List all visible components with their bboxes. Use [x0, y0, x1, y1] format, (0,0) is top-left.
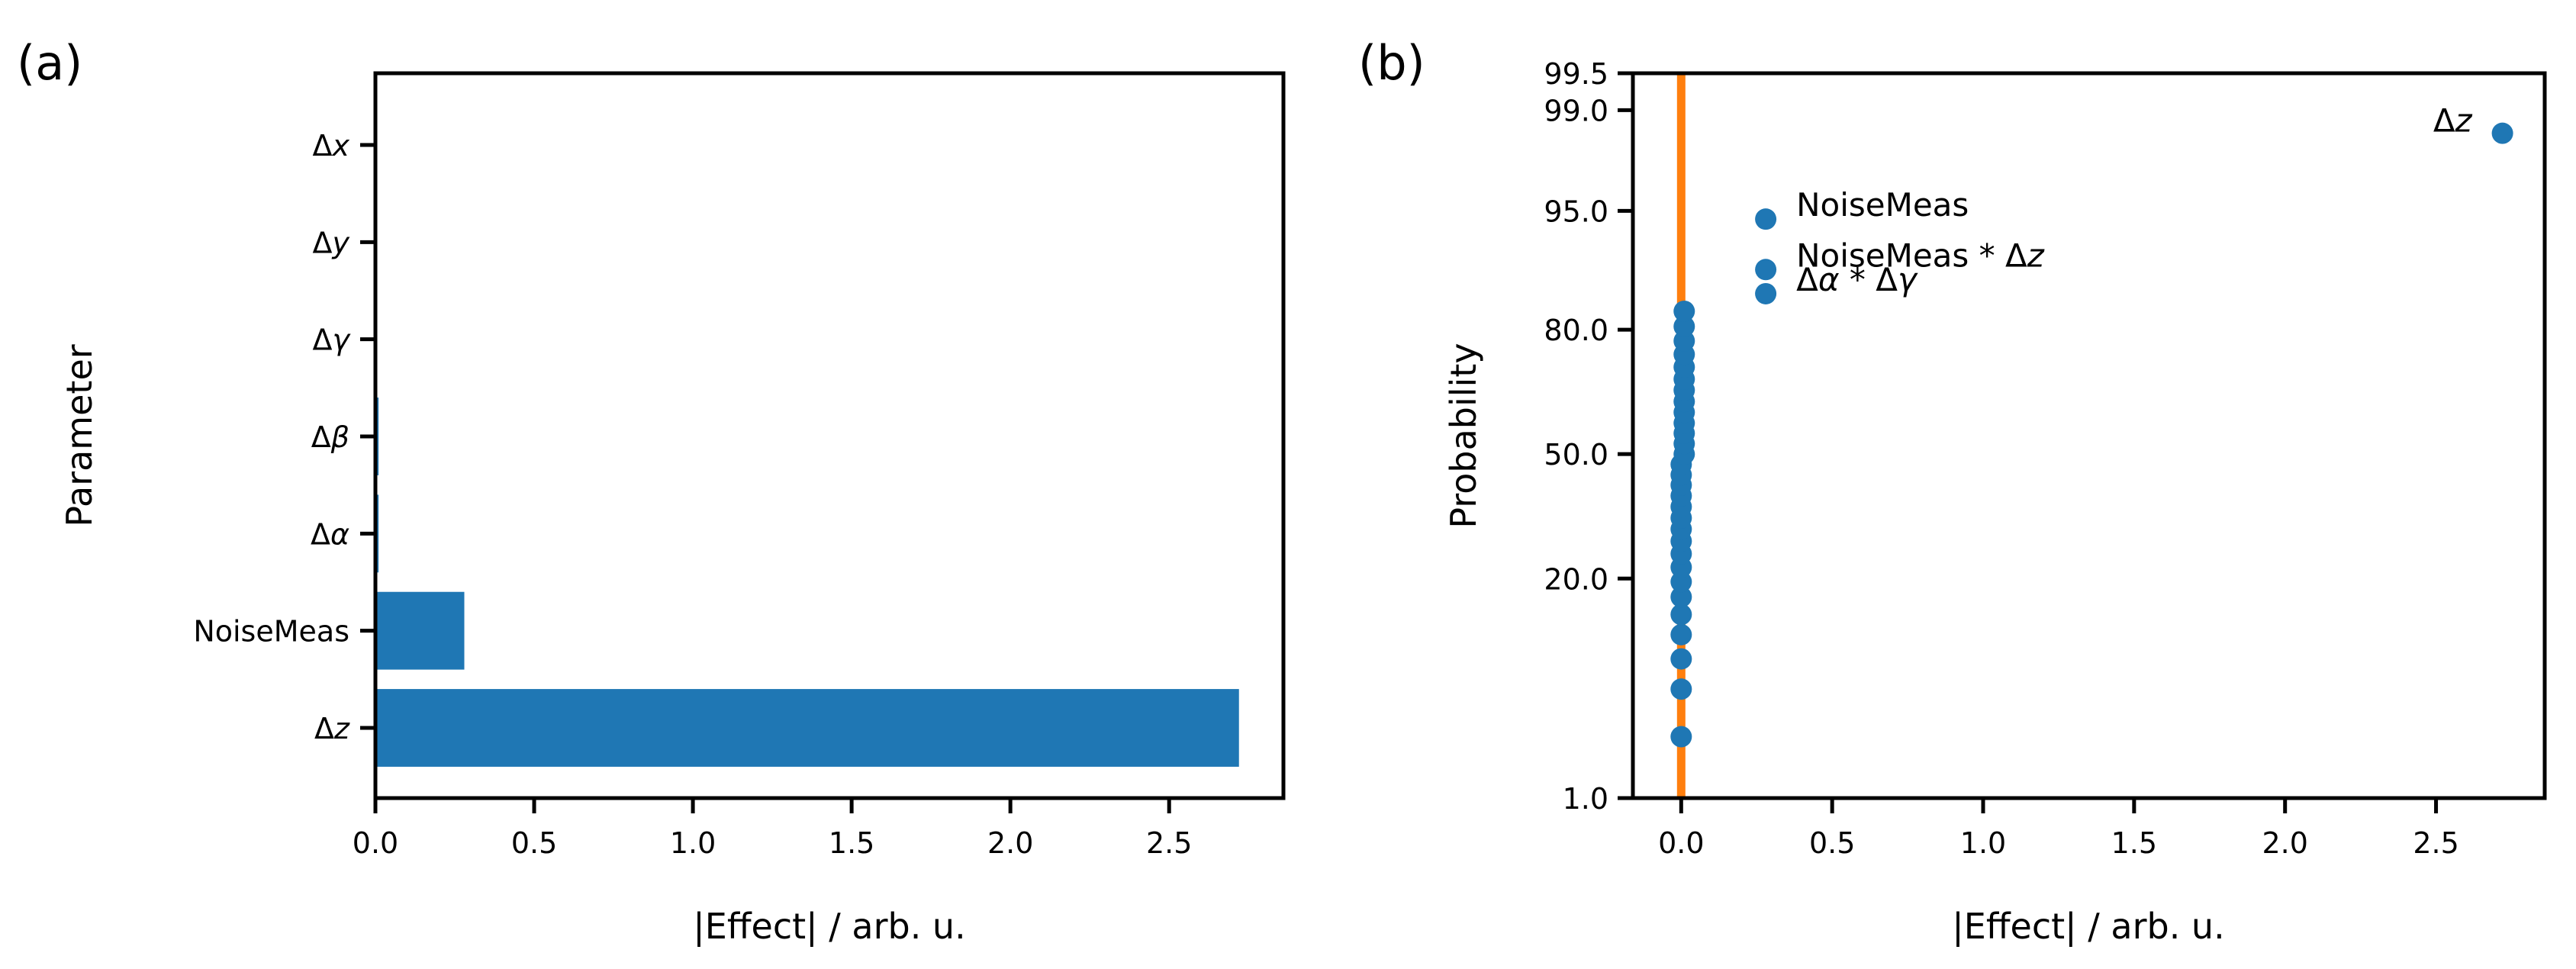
y-tick-label: 50.0 [1544, 438, 1608, 472]
x-tick-label: 2.0 [987, 826, 1033, 860]
y-tick-label: 99.5 [1544, 57, 1608, 91]
panel-b-x-axis-label: |Effect| / arb. u. [1952, 906, 2224, 948]
panel-b-frame [1631, 71, 2547, 800]
y-tick-label: 20.0 [1544, 562, 1608, 596]
panel-b-y-axis-label: Probability [1443, 343, 1484, 528]
y-tick-label: Δβ [311, 420, 349, 454]
y-tick-label: Δx [313, 129, 350, 163]
x-tick-label: 1.5 [2111, 826, 2157, 860]
panel-b-label: (b) [1358, 35, 1425, 91]
x-tick-label: 0.0 [353, 826, 398, 860]
data-point [2491, 122, 2513, 144]
y-tick-label: 99.0 [1544, 94, 1608, 127]
point-annotation: Δα * Δγ [1796, 261, 1918, 298]
y-tick-label: 80.0 [1544, 314, 1608, 347]
x-tick-label: 2.0 [2262, 826, 2307, 860]
data-point [1670, 623, 1692, 645]
x-tick-label: 0.5 [511, 826, 557, 860]
x-tick-label: 1.0 [1960, 826, 2006, 860]
x-tick-label: 2.5 [2413, 826, 2458, 860]
panel-a-label: (a) [17, 35, 82, 91]
y-tick-label: Δz [314, 712, 350, 745]
point-annotation: NoiseMeas [1796, 186, 1969, 224]
y-tick-label: Δγ [313, 324, 352, 357]
x-tick-label: 1.0 [670, 826, 716, 860]
data-point [1670, 648, 1692, 670]
x-tick-label: 1.5 [829, 826, 874, 860]
panel-a-frame [373, 71, 1286, 800]
point-annotation: NoiseMeas * Δz [1796, 237, 2045, 274]
x-tick-label: 0.5 [1809, 826, 1855, 860]
panel-a-y-axis-label: Parameter [59, 344, 100, 526]
x-tick-label: 2.5 [1146, 826, 1192, 860]
bar [375, 689, 1239, 767]
y-tick-label: Δy [313, 226, 350, 259]
point-annotation: Δz [2433, 102, 2473, 140]
panel-a-bar-chart: (a) Δx Δy Δγ Δβ Δα NoiseMeas Δz 0.0 0.5 1.0 1.5 2.… [17, 35, 1286, 948]
data-point [1673, 315, 1695, 337]
data-point [1673, 300, 1695, 322]
y-tick-label: NoiseMeas [193, 615, 349, 649]
y-tick-label: Δα [311, 517, 349, 551]
data-point [1755, 259, 1777, 281]
data-point [1755, 282, 1777, 304]
data-point [1670, 726, 1692, 748]
y-tick-label: 95.0 [1544, 195, 1608, 228]
data-point [1670, 604, 1692, 626]
bar [375, 591, 465, 670]
data-point [1670, 678, 1692, 700]
x-tick-label: 0.0 [1658, 826, 1704, 860]
data-point [1670, 586, 1692, 608]
panel-a-x-axis-label: |Effect| / arb. u. [693, 906, 965, 948]
data-point [1755, 208, 1777, 230]
y-tick-label: 1.0 [1563, 782, 1608, 816]
